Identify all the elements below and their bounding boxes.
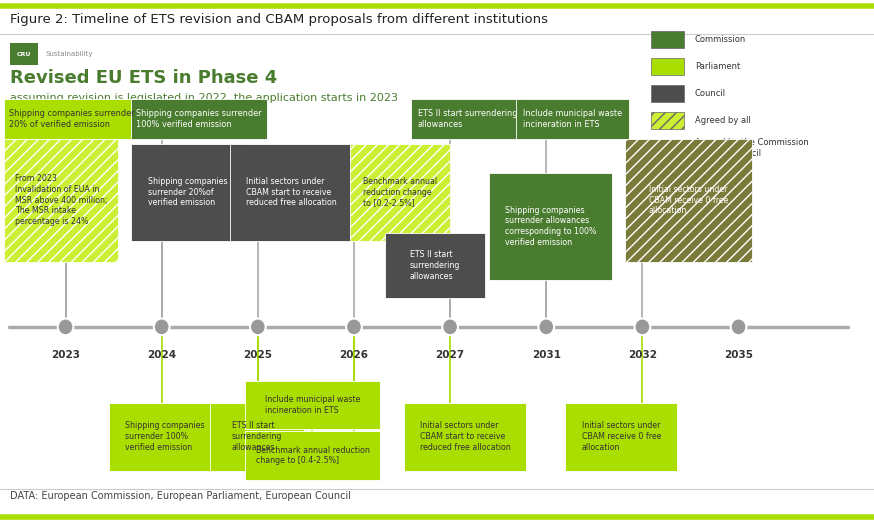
- Text: Council: Council: [695, 89, 726, 98]
- FancyBboxPatch shape: [651, 85, 684, 102]
- Text: Sustainability: Sustainability: [45, 51, 93, 58]
- FancyBboxPatch shape: [565, 403, 677, 471]
- FancyBboxPatch shape: [245, 431, 380, 480]
- Text: Revised EU ETS in Phase 4: Revised EU ETS in Phase 4: [10, 69, 278, 87]
- Text: Initial sectors under
CBAM start to receive
reduced free allocation: Initial sectors under CBAM start to rece…: [420, 422, 510, 452]
- FancyBboxPatch shape: [109, 403, 221, 471]
- FancyBboxPatch shape: [411, 99, 524, 139]
- FancyBboxPatch shape: [131, 144, 245, 241]
- FancyBboxPatch shape: [4, 99, 140, 139]
- FancyBboxPatch shape: [245, 381, 380, 429]
- Text: 2024: 2024: [147, 350, 177, 360]
- Text: 2025: 2025: [243, 350, 273, 360]
- Text: Agreed by all: Agreed by all: [695, 116, 751, 126]
- Ellipse shape: [346, 319, 362, 335]
- Text: Parliament: Parliament: [695, 62, 740, 71]
- FancyBboxPatch shape: [404, 403, 526, 471]
- Text: Benchmark annual reduction
change to [0.4-2.5%]: Benchmark annual reduction change to [0.…: [255, 446, 370, 465]
- Text: Include municipal waste
incineration in ETS: Include municipal waste incineration in …: [523, 109, 622, 129]
- FancyBboxPatch shape: [385, 233, 485, 298]
- Text: DATA: European Commission, European Parliament, European Council: DATA: European Commission, European Parl…: [10, 491, 351, 501]
- Text: Shipping companies
surrender 20%of
verified emission: Shipping companies surrender 20%of verif…: [148, 177, 228, 208]
- Text: Agreed by the Commission
and the Council: Agreed by the Commission and the Council: [695, 138, 808, 158]
- Text: 2032: 2032: [628, 350, 657, 360]
- Text: Shipping companies
surrender allowances
corresponding to 100%
verified emission: Shipping companies surrender allowances …: [505, 206, 596, 247]
- FancyBboxPatch shape: [651, 112, 684, 129]
- Ellipse shape: [58, 319, 73, 335]
- Text: Include municipal waste
incineration in ETS: Include municipal waste incineration in …: [265, 395, 360, 415]
- FancyBboxPatch shape: [10, 43, 38, 65]
- Ellipse shape: [250, 319, 266, 335]
- FancyBboxPatch shape: [131, 99, 267, 139]
- Text: Initial sectors under
CBAM start to receive
reduced free allocation: Initial sectors under CBAM start to rece…: [246, 177, 336, 208]
- FancyBboxPatch shape: [350, 144, 450, 241]
- Text: ETS II start
surrendering
allowances: ETS II start surrendering allowances: [410, 250, 460, 281]
- FancyBboxPatch shape: [230, 144, 352, 241]
- Text: Figure 2: Timeline of ETS revision and CBAM proposals from different institution: Figure 2: Timeline of ETS revision and C…: [10, 13, 549, 26]
- FancyBboxPatch shape: [489, 173, 612, 280]
- FancyBboxPatch shape: [625, 139, 752, 262]
- Text: Initial sectors under
CBAM receive 0 free
allocation: Initial sectors under CBAM receive 0 fre…: [582, 422, 661, 452]
- FancyBboxPatch shape: [651, 140, 684, 156]
- Text: ETS II start
surrendering
allowances: ETS II start surrendering allowances: [232, 422, 282, 452]
- Text: 2026: 2026: [339, 350, 369, 360]
- FancyBboxPatch shape: [210, 403, 304, 471]
- Text: Shipping companies surrender
100% verified emission: Shipping companies surrender 100% verifi…: [136, 109, 261, 129]
- Ellipse shape: [442, 319, 458, 335]
- Text: Initial sectors under
CBAM receive 0 free
allocation: Initial sectors under CBAM receive 0 fre…: [649, 185, 728, 215]
- Ellipse shape: [154, 319, 170, 335]
- Ellipse shape: [538, 319, 554, 335]
- Text: From 2023
Invalidation of EUA in
MSR above 400 million;
The MSR intake
percentag: From 2023 Invalidation of EUA in MSR abo…: [15, 174, 108, 226]
- FancyBboxPatch shape: [651, 58, 684, 75]
- Text: assuming revision is legislated in 2022, the application starts in 2023: assuming revision is legislated in 2022,…: [10, 93, 399, 103]
- Text: 2031: 2031: [531, 350, 561, 360]
- Text: Shipping companies
surrender 100%
verified emission: Shipping companies surrender 100% verifi…: [125, 422, 205, 452]
- FancyBboxPatch shape: [4, 139, 118, 262]
- Text: 2035: 2035: [724, 350, 753, 360]
- FancyBboxPatch shape: [651, 31, 684, 48]
- Text: 2023: 2023: [51, 350, 80, 360]
- Text: Benchmark annual
reduction change
to [0.2-2.5%]: Benchmark annual reduction change to [0.…: [363, 177, 437, 208]
- Text: CRU: CRU: [17, 52, 31, 57]
- Text: Shipping companies surrender
20% of verified emission: Shipping companies surrender 20% of veri…: [10, 109, 135, 129]
- Text: Commission: Commission: [695, 35, 746, 44]
- FancyBboxPatch shape: [516, 99, 629, 139]
- Text: ETS II start surrendering
allowances: ETS II start surrendering allowances: [418, 109, 517, 129]
- Text: 2027: 2027: [435, 350, 465, 360]
- Ellipse shape: [731, 319, 746, 335]
- Ellipse shape: [635, 319, 650, 335]
